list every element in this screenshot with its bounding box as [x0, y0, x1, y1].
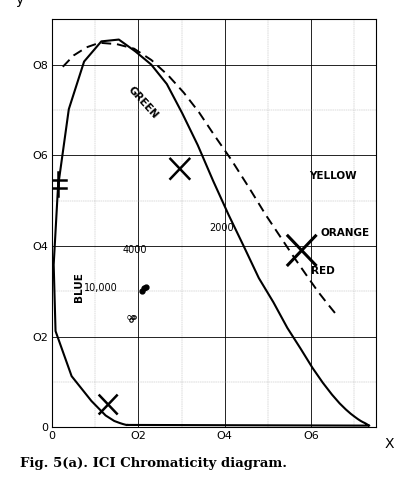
Y-axis label: y: y: [16, 0, 24, 7]
Text: BLUE: BLUE: [74, 272, 84, 301]
Text: ∞: ∞: [126, 311, 136, 324]
Text: 4000: 4000: [122, 245, 147, 255]
Text: 10,000: 10,000: [84, 283, 118, 293]
Text: YELLOW: YELLOW: [309, 170, 357, 180]
Text: RED: RED: [311, 266, 335, 276]
X-axis label: X: X: [384, 437, 394, 451]
Text: Fig. 5(a). ICI Chromaticity diagram.: Fig. 5(a). ICI Chromaticity diagram.: [20, 457, 287, 470]
Text: 2000: 2000: [210, 223, 234, 233]
Text: ORANGE: ORANGE: [321, 228, 370, 238]
Text: GREEN: GREEN: [126, 85, 160, 121]
